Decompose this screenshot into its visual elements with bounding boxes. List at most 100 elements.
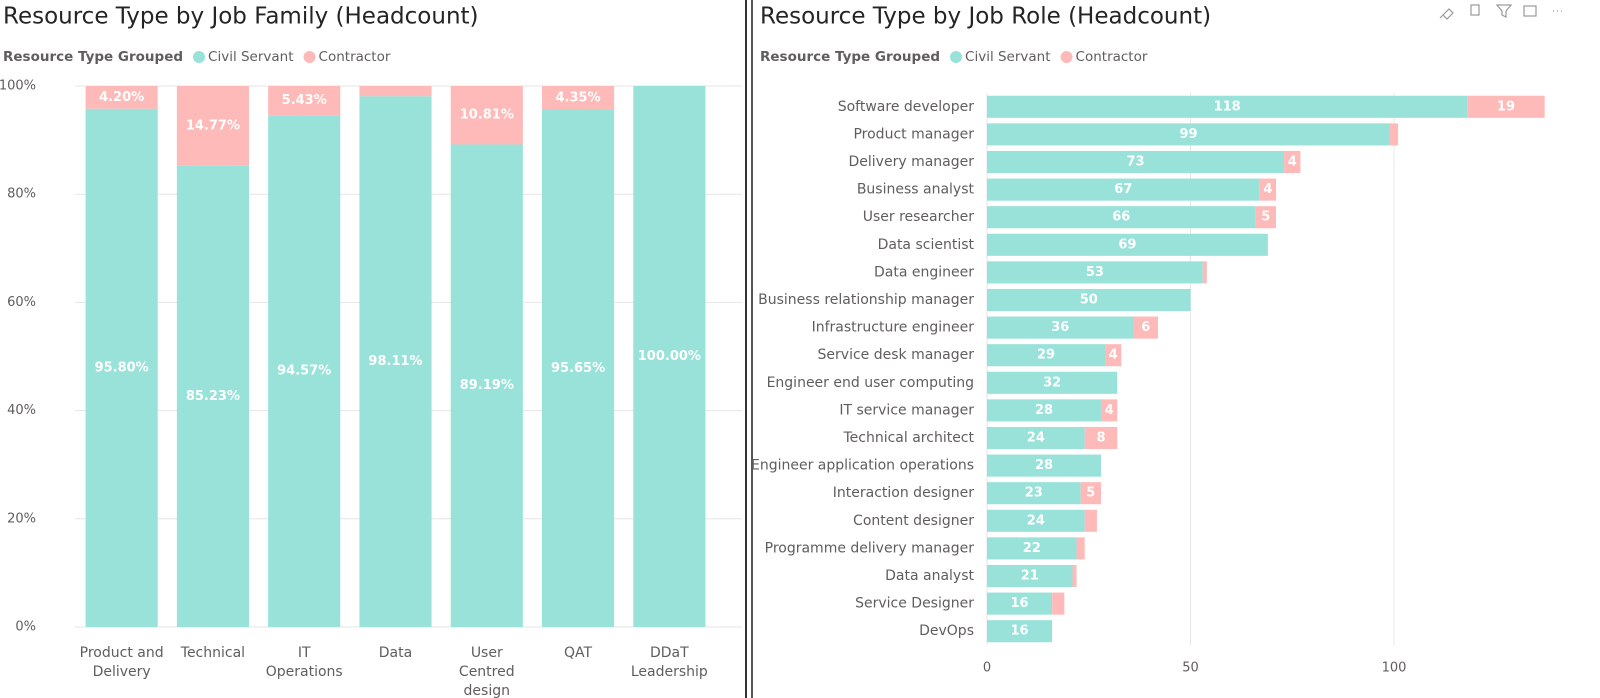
data-label: 24 xyxy=(1027,513,1045,528)
data-label: 5 xyxy=(1261,210,1270,225)
bar-segment xyxy=(1052,592,1065,615)
bar-segment xyxy=(176,165,249,627)
bar-segment xyxy=(268,86,341,116)
data-label: 16 xyxy=(1011,596,1029,611)
bar-segment xyxy=(450,144,523,627)
bar-segment xyxy=(987,316,1134,339)
y-tick-label: Data analyst xyxy=(885,568,974,584)
bar-segment xyxy=(1284,150,1301,174)
bar-segment xyxy=(1084,509,1097,532)
chart-title: Resource Type by Job Family (Headcount) xyxy=(3,4,479,30)
chart-title: Resource Type by Job Role (Headcount) xyxy=(760,4,1211,30)
x-tick-label: 100 xyxy=(1382,661,1407,676)
bar-segment xyxy=(1255,206,1276,229)
x-tick-label: DDaT Leadership xyxy=(631,645,708,680)
data-label: 4 xyxy=(1288,155,1297,170)
y-tick-label: Engineer application operations xyxy=(751,458,974,474)
data-label: 32 xyxy=(1043,375,1061,390)
data-label: 95.80% xyxy=(95,360,149,375)
bar-segment xyxy=(359,86,432,97)
y-tick-label: 0% xyxy=(15,620,36,635)
y-tick-label: Data scientist xyxy=(878,237,975,253)
y-tick-label: Business analyst xyxy=(857,182,975,198)
data-label: 50 xyxy=(1080,293,1098,308)
bar-segment xyxy=(1133,316,1158,339)
legend-marker xyxy=(193,51,206,63)
y-tick-label: Product manager xyxy=(853,126,974,142)
bar-segment xyxy=(1202,261,1207,284)
data-label: 89.19% xyxy=(460,378,514,393)
bar-segment xyxy=(987,537,1077,560)
focus-icon[interactable] xyxy=(1523,5,1537,17)
bar-segment xyxy=(1467,95,1545,118)
y-tick-label: Engineer end user computing xyxy=(767,375,974,391)
x-tick-label: Product and Delivery xyxy=(80,645,164,680)
legend-marker xyxy=(1060,51,1073,63)
bar-segment xyxy=(1389,123,1399,146)
visual-header-icons xyxy=(1439,4,1562,20)
x-tick-label: User Centred design xyxy=(459,645,515,698)
data-label: 24 xyxy=(1027,431,1045,446)
y-tick-label: Programme delivery manager xyxy=(765,540,975,556)
bar-segment xyxy=(987,150,1285,174)
bar-segment xyxy=(633,86,706,627)
legend-title: Resource Type Grouped xyxy=(760,49,940,65)
x-tick-label: QAT xyxy=(564,645,593,661)
legend-label: Contractor xyxy=(1076,49,1148,65)
bar-segment xyxy=(1259,178,1276,201)
data-label: 94.57% xyxy=(277,364,331,379)
data-label: 16 xyxy=(1011,624,1029,639)
bar-segment xyxy=(542,86,615,110)
bar-segment xyxy=(176,86,249,166)
data-label: 67 xyxy=(1114,182,1132,197)
bar-segment xyxy=(1076,537,1085,560)
data-label: 14.77% xyxy=(186,118,240,133)
bar-segment xyxy=(268,115,341,628)
legend-marker xyxy=(950,51,963,63)
data-label: 4 xyxy=(1263,182,1272,197)
data-label: 29 xyxy=(1037,348,1055,363)
y-tick-label: Delivery manager xyxy=(849,154,975,170)
bar-segment xyxy=(987,482,1081,505)
data-label: 100.00% xyxy=(638,349,701,364)
y-tick-label: Interaction designer xyxy=(833,485,974,501)
data-label: 6 xyxy=(1141,320,1150,335)
y-tick-label: Software developer xyxy=(838,99,975,115)
bar-segment xyxy=(987,206,1256,229)
y-tick-label: Service desk manager xyxy=(818,347,975,363)
copy-icon[interactable] xyxy=(1470,4,1480,16)
data-label: 4 xyxy=(1105,403,1114,418)
bar-segment xyxy=(987,178,1260,201)
data-label: 21 xyxy=(1021,569,1039,584)
data-label: 19 xyxy=(1497,99,1515,114)
y-tick-label: 100% xyxy=(0,79,36,94)
data-label: 53 xyxy=(1086,265,1104,280)
pin-icon[interactable] xyxy=(1439,8,1454,20)
x-tick-label: Technical xyxy=(180,645,245,661)
divider xyxy=(745,0,747,698)
y-tick-label: 80% xyxy=(7,187,36,202)
bar-segment xyxy=(987,261,1203,284)
bar-segment xyxy=(85,86,158,109)
legend-label: Civil Servant xyxy=(208,49,294,65)
bar-segment xyxy=(987,509,1085,532)
bar-segment xyxy=(987,344,1106,367)
bar-segment xyxy=(987,426,1085,450)
filter-icon[interactable] xyxy=(1495,4,1513,18)
bar-segment xyxy=(542,109,615,627)
bar-segment xyxy=(987,620,1053,643)
y-tick-label: 40% xyxy=(7,403,36,418)
bar-segment xyxy=(359,96,432,627)
y-tick-label: Content designer xyxy=(853,513,974,529)
data-label: 36 xyxy=(1051,320,1069,335)
legend-label: Civil Servant xyxy=(965,49,1051,65)
x-tick-label: 50 xyxy=(1182,661,1199,676)
bar-segment xyxy=(987,123,1390,146)
data-label: 22 xyxy=(1023,541,1041,556)
bar-segment xyxy=(987,371,1118,394)
data-label: 4.35% xyxy=(556,90,601,105)
bar-segment xyxy=(85,108,158,628)
y-tick-label: DevOps xyxy=(919,623,974,639)
